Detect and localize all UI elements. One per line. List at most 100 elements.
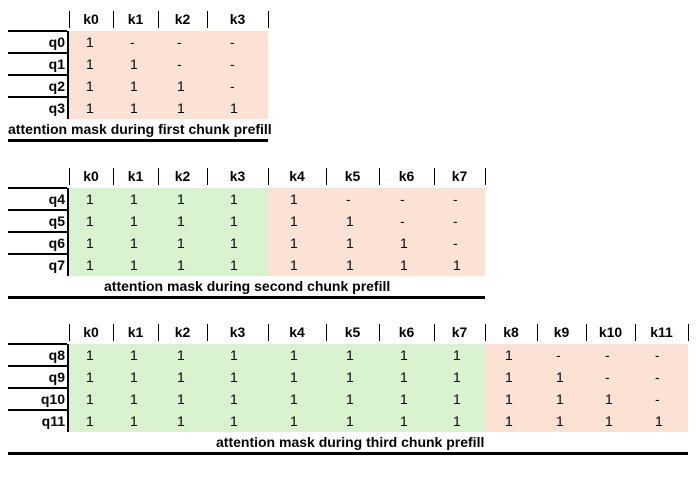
- mask-cell: 1: [86, 391, 94, 407]
- mask-cell-bg: [326, 254, 379, 276]
- header-separator: [69, 11, 70, 28]
- row-label-divider: [67, 31, 69, 119]
- mask-cell-bg: [268, 410, 326, 432]
- column-header-k3: k3: [229, 11, 246, 27]
- mask-cell: 1: [346, 213, 354, 229]
- mask-cell: 1: [177, 391, 185, 407]
- row-label-q3: q3: [48, 100, 65, 116]
- mask-cell-bg: [434, 254, 485, 276]
- mask-cell: 1: [130, 100, 138, 116]
- mask-cell-bg: [485, 410, 537, 432]
- mask-cell-bg: [635, 388, 688, 410]
- mask-cell-bg: [207, 388, 268, 410]
- mask-cell-bg: [158, 97, 207, 119]
- mask-cell: 1: [177, 213, 185, 229]
- mask-cell-bg: [207, 410, 268, 432]
- mask-cell: -: [346, 191, 351, 207]
- mask-cell-bg: [268, 232, 326, 254]
- mask-cell-bg: [434, 388, 485, 410]
- mask-cell: 1: [290, 235, 298, 251]
- mask-cell: 1: [86, 34, 94, 50]
- header-separator: [379, 168, 380, 185]
- mask-cell-bg: [434, 366, 485, 388]
- mask-cell: 1: [230, 235, 238, 251]
- mask-cell: 1: [400, 235, 408, 251]
- mask-cell-bg: [113, 388, 158, 410]
- header-separator: [434, 324, 435, 341]
- mask-cell: 1: [453, 369, 461, 385]
- mask-cell-bg: [158, 188, 207, 210]
- mask-cell: 1: [86, 191, 94, 207]
- mask-cell: -: [130, 34, 135, 50]
- mask-cell: 1: [86, 369, 94, 385]
- header-separator: [207, 11, 208, 28]
- mask-cell-bg: [207, 232, 268, 254]
- mask-cell-bg: [379, 210, 434, 232]
- mask-cell: 1: [86, 413, 94, 429]
- column-header-k3: k3: [229, 324, 246, 340]
- header-separator: [326, 324, 327, 341]
- mask-cell-bg: [326, 410, 379, 432]
- mask-cell: -: [453, 213, 458, 229]
- header-separator: [207, 168, 208, 185]
- row-label-q2: q2: [48, 78, 65, 94]
- column-header-k9: k9: [553, 324, 570, 340]
- mask-cell-bg: [434, 410, 485, 432]
- row-label-q1: q1: [48, 56, 65, 72]
- column-header-k1: k1: [127, 324, 144, 340]
- mask-cell: 1: [346, 369, 354, 385]
- mask-cell: -: [230, 56, 235, 72]
- header-separator: [113, 11, 114, 28]
- mask-cell-bg: [485, 366, 537, 388]
- mask-cell: 1: [230, 191, 238, 207]
- row-label-q9: q9: [48, 369, 65, 385]
- header-separator: [537, 324, 538, 341]
- column-header-k5: k5: [344, 324, 361, 340]
- mask-cell: 1: [505, 413, 513, 429]
- mask-cell: 1: [130, 413, 138, 429]
- mask-cell: 1: [346, 257, 354, 273]
- mask-cell: 1: [346, 235, 354, 251]
- mask-cell-bg: [158, 366, 207, 388]
- mask-cell-bg: [326, 210, 379, 232]
- mask-cell-bg: [586, 388, 635, 410]
- mask-cell-bg: [207, 31, 268, 53]
- mask-table-3: k0 k1 k2 k3 k4 k5 k6 k7 k8 k9 k10 k11 q8 1 1 1 1 1 1 1 1 1 - - -…: [0, 321, 696, 481]
- mask-cell: 1: [505, 347, 513, 363]
- mask-cell: -: [655, 347, 660, 363]
- mask-cell-bg: [69, 210, 113, 232]
- mask-cell-bg: [268, 254, 326, 276]
- mask-cell-bg: [635, 366, 688, 388]
- header-separator: [158, 168, 159, 185]
- mask-cell: 1: [346, 391, 354, 407]
- mask-cell-bg: [69, 232, 113, 254]
- mask-cell-bg: [268, 210, 326, 232]
- row-label-rule: [8, 74, 67, 76]
- column-header-k1: k1: [127, 11, 144, 27]
- row-label-rule: [8, 96, 67, 98]
- row-label-rule: [8, 52, 67, 54]
- column-header-k7: k7: [451, 168, 468, 184]
- row-label-q4: q4: [48, 191, 65, 207]
- row-label-rule: [8, 253, 67, 255]
- mask-cell-bg: [379, 366, 434, 388]
- header-separator: [113, 168, 114, 185]
- mask-cell-bg: [268, 366, 326, 388]
- mask-cell: 1: [177, 191, 185, 207]
- header-separator: [207, 324, 208, 341]
- mask-cell-bg: [326, 232, 379, 254]
- mask-cell-bg: [379, 188, 434, 210]
- mask-cell-bg: [379, 388, 434, 410]
- column-header-k0: k0: [83, 168, 99, 184]
- mask-cell: 1: [400, 413, 408, 429]
- mask-cell: 1: [130, 191, 138, 207]
- mask-cell-bg: [69, 410, 113, 432]
- column-header-k2: k2: [174, 168, 191, 184]
- mask-cell-bg: [69, 254, 113, 276]
- mask-cell-bg: [158, 410, 207, 432]
- mask-cell: 1: [290, 191, 298, 207]
- mask-cell: -: [400, 191, 405, 207]
- mask-cell: 1: [290, 391, 298, 407]
- mask-cell: -: [556, 347, 561, 363]
- mask-cell: 1: [400, 391, 408, 407]
